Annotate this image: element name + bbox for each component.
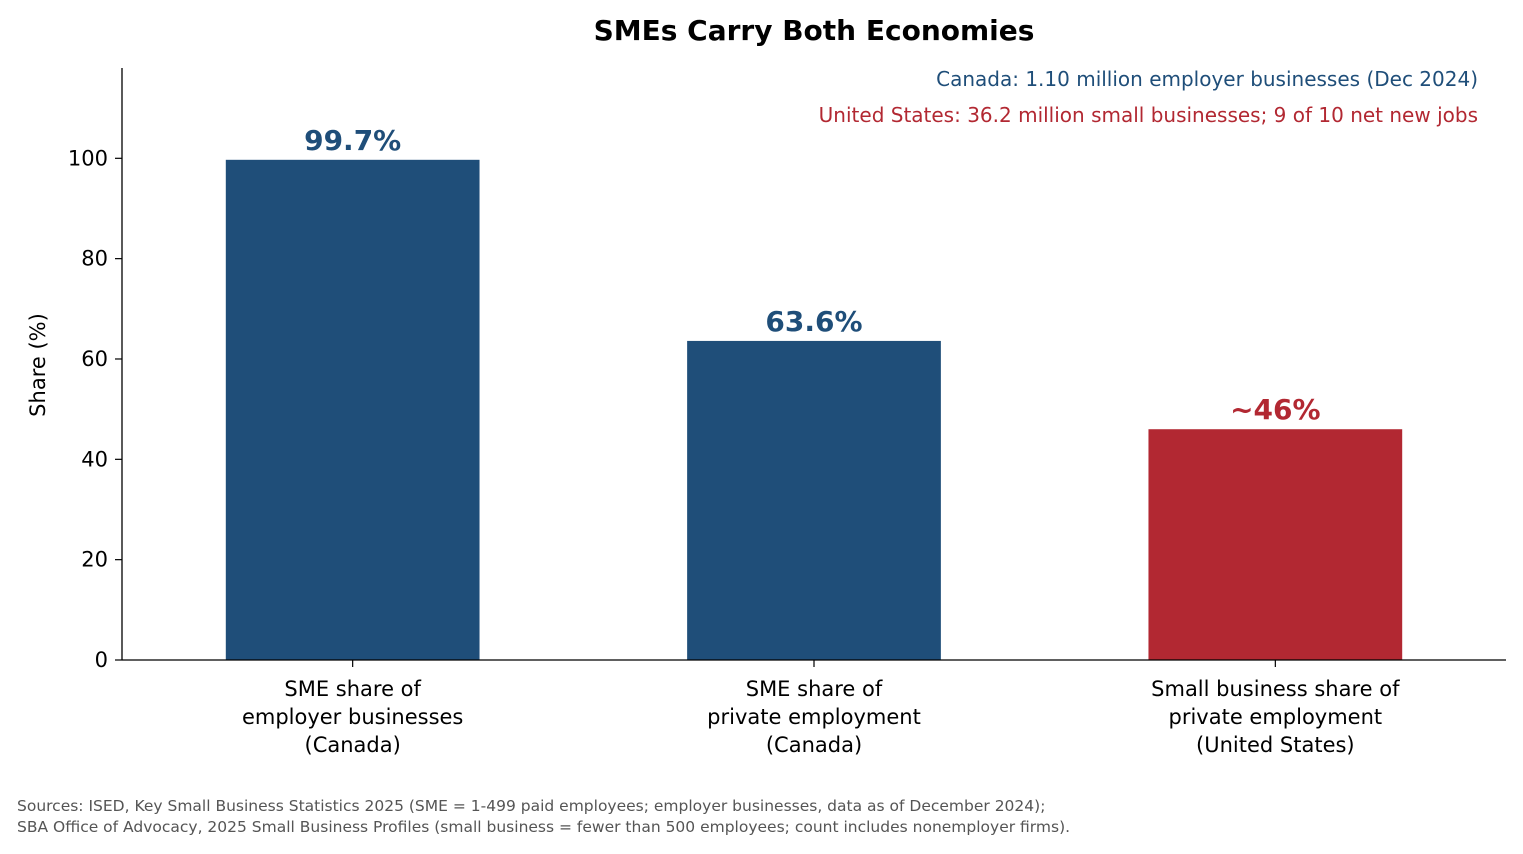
- data-labels: 99.7% 63.6% ~46%: [304, 124, 1320, 426]
- bars: [225, 159, 1403, 660]
- annotation: Canada: 1.10 million employer businesses…: [936, 67, 1478, 91]
- y-axis: 0 20 40 60 80 100: [68, 68, 123, 672]
- x-tick-label: SME share of private employment (Canada): [707, 677, 921, 757]
- sources-note: Sources: ISED, Key Small Business Statis…: [17, 796, 1507, 838]
- y-tick-label: 60: [81, 347, 108, 371]
- bar: [1148, 429, 1403, 660]
- data-label: ~46%: [1230, 393, 1320, 426]
- y-tick-label: 40: [81, 447, 108, 471]
- sources-line-1: Sources: ISED, Key Small Business Statis…: [17, 797, 1046, 815]
- bar: [687, 340, 941, 660]
- y-tick-label: 80: [81, 247, 108, 271]
- y-axis-label: Share (%): [26, 313, 50, 417]
- y-tick-label: 100: [68, 146, 108, 170]
- y-tick-label: 20: [81, 548, 108, 572]
- chart-title: SMEs Carry Both Economies: [594, 14, 1035, 47]
- x-axis: SME share of employer businesses (Canada) S…: [122, 659, 1506, 757]
- bar: [225, 159, 480, 660]
- x-tick-label: SME share of employer businesses (Canada): [242, 677, 463, 757]
- y-tick-label: 0: [95, 648, 108, 672]
- data-label: 63.6%: [765, 305, 862, 338]
- annotation: United States: 36.2 million small busine…: [819, 103, 1478, 127]
- annotations: Canada: 1.10 million employer businesses…: [819, 67, 1478, 127]
- sources-line-2: SBA Office of Advocacy, 2025 Small Busin…: [17, 818, 1071, 836]
- x-tick-label: Small business share of private employmen…: [1151, 677, 1400, 757]
- data-label: 99.7%: [304, 124, 401, 157]
